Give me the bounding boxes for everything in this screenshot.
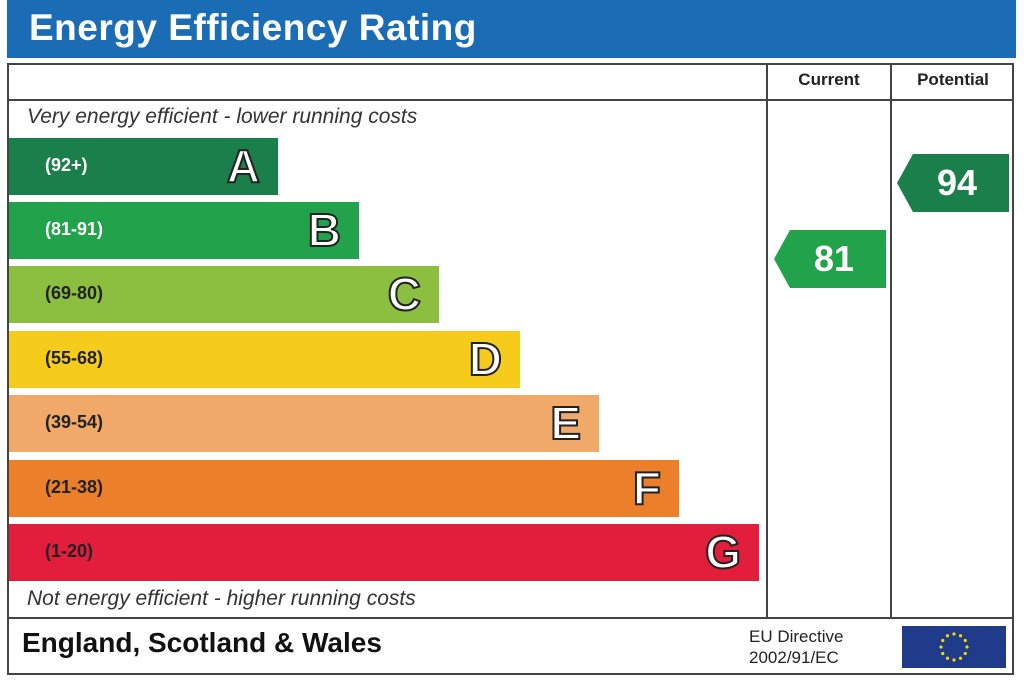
band-e-letter: E	[549, 396, 582, 450]
top-caption: Very energy efficient - lower running co…	[27, 105, 418, 128]
band-c: (69-80) C	[9, 266, 439, 323]
eu-star-icon	[952, 632, 956, 636]
eu-star-icon	[952, 658, 956, 662]
eu-flag-icon	[902, 626, 1006, 668]
potential-column-divider	[890, 63, 892, 619]
band-f-range: (21-38)	[45, 477, 104, 497]
footer-divider	[7, 617, 1014, 619]
eu-star-icon	[963, 651, 967, 656]
band-c-range: (69-80)	[45, 283, 104, 303]
eu-star-icon	[958, 634, 963, 638]
current-column-header: Current	[798, 70, 860, 89]
current-column-divider	[766, 63, 768, 619]
eu-star-icon	[965, 645, 969, 649]
band-d-range: (55-68)	[45, 348, 104, 368]
eu-star-icon	[939, 645, 943, 649]
chart-title: Energy Efficiency Rating	[29, 7, 477, 48]
eu-directive-text: EU Directive 2002/91/EC	[749, 626, 843, 668]
band-a: (92+) A	[9, 138, 278, 195]
current-rating-value: 81	[813, 238, 855, 279]
potential-arrow-shape	[897, 154, 1009, 212]
band-a-range: (92+)	[45, 155, 88, 175]
band-a-letter: A	[226, 139, 261, 193]
band-g-letter: G	[704, 525, 742, 579]
band-f-letter: F	[632, 461, 662, 515]
band-b: (81-91) B	[9, 202, 359, 259]
eu-star-icon	[945, 634, 950, 638]
band-c-letter: C	[387, 267, 422, 321]
band-d: (55-68) D	[9, 331, 520, 388]
region-label: England, Scotland & Wales	[22, 627, 382, 658]
band-g-range: (1-20)	[45, 541, 94, 561]
eu-directive-line1: EU Directive	[749, 627, 844, 646]
eu-star-icon	[945, 656, 950, 660]
band-d-letter: D	[468, 332, 503, 386]
current-rating-arrow: 81	[774, 230, 886, 288]
band-b-letter: B	[307, 203, 342, 257]
band-f: (21-38) F	[9, 460, 679, 517]
eu-directive-line2: 2002/91/EC	[749, 648, 839, 667]
eu-star-icon	[963, 638, 967, 643]
header-row-divider	[7, 99, 1014, 101]
eu-star-icon	[941, 651, 945, 656]
band-e: (39-54) E	[9, 395, 599, 452]
bottom-caption: Not energy efficient - higher running co…	[27, 587, 416, 610]
potential-column-header: Potential	[917, 70, 989, 89]
header-bar: Energy Efficiency Rating	[7, 0, 1016, 58]
potential-rating-value: 94	[936, 162, 978, 203]
band-b-range: (81-91)	[45, 219, 104, 239]
band-g: (1-20) G	[9, 524, 759, 581]
current-arrow-shape	[774, 230, 886, 288]
potential-rating-arrow: 94	[897, 154, 1009, 212]
eu-star-icon	[941, 638, 945, 643]
eu-star-icon	[958, 656, 963, 660]
band-e-range: (39-54)	[45, 412, 104, 432]
